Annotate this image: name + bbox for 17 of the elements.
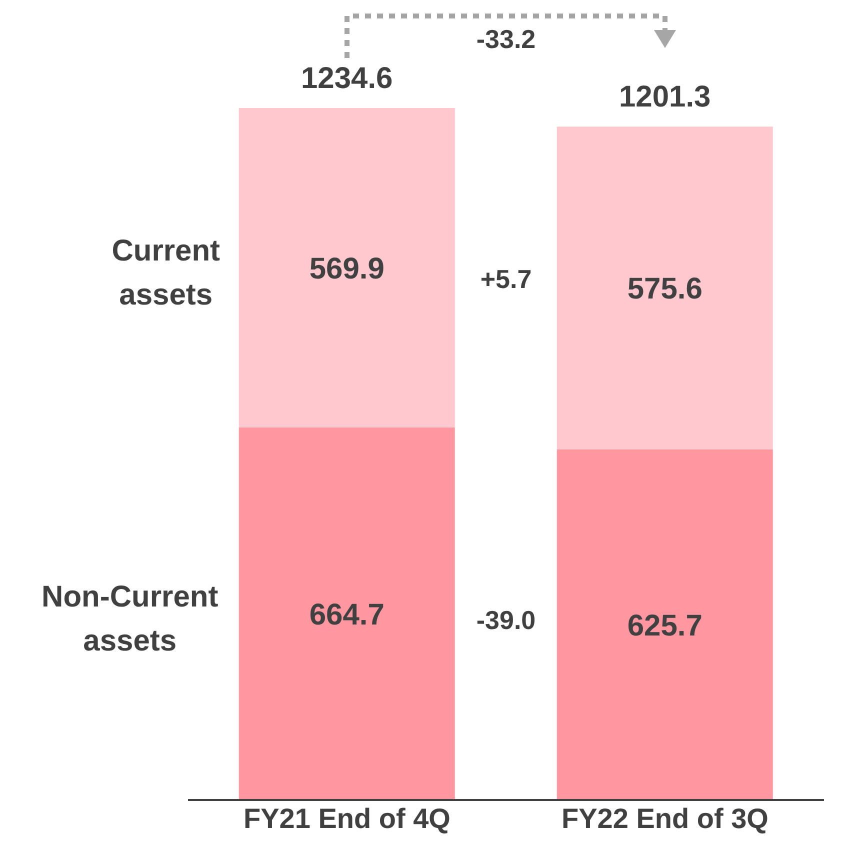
annotation: +5.7 — [480, 264, 532, 294]
total-label: 1201.3 — [618, 80, 711, 114]
x-tick-label: FY22 End of 3Q — [562, 802, 768, 834]
bar — [238, 427, 455, 800]
x-tick-label: FY21 End of 4Q — [244, 802, 450, 834]
total-label: 1234.6 — [300, 62, 393, 95]
series-label: Non-Current assets — [42, 580, 218, 658]
annotation: -39.0 — [476, 605, 536, 636]
bar — [556, 449, 773, 800]
data-label: 625.7 — [627, 609, 702, 642]
bar — [238, 108, 455, 428]
data-label: 575.6 — [627, 272, 702, 306]
series-label: Current assets — [112, 234, 220, 312]
text: -33.2 — [476, 24, 536, 54]
data-label: 664.7 — [309, 598, 384, 632]
bar — [556, 126, 773, 450]
data-label: 569.9 — [309, 252, 384, 286]
